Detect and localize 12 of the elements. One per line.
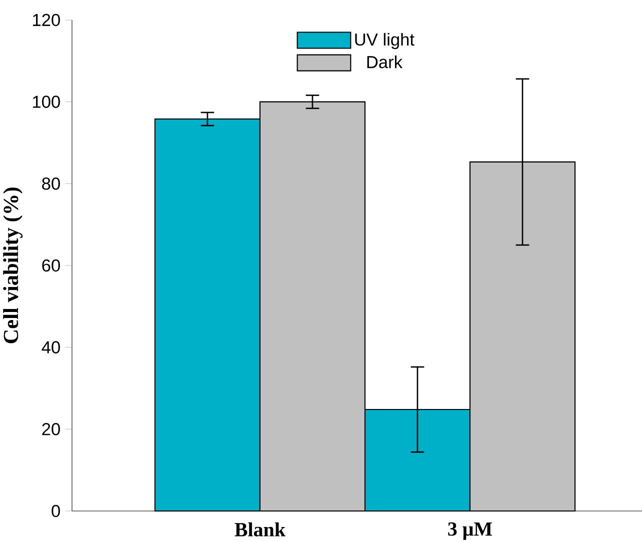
legend-label: Dark	[367, 56, 403, 68]
y-tick-label: 100	[33, 96, 60, 108]
y-axis-title: Cell viability (%)	[3, 188, 23, 344]
y-tick-label: 80	[42, 178, 60, 190]
y-tick-label: 0	[52, 504, 60, 518]
y-tick-label: 120	[33, 14, 60, 26]
legend-label: UV light	[355, 32, 414, 50]
x-tick-label: 3 μM	[448, 522, 492, 540]
y-tick-label: 60	[42, 259, 60, 272]
x-tick-label: Blank	[234, 522, 286, 536]
y-tick-label: 40	[42, 341, 60, 354]
y-tick-label: 20	[42, 423, 60, 436]
